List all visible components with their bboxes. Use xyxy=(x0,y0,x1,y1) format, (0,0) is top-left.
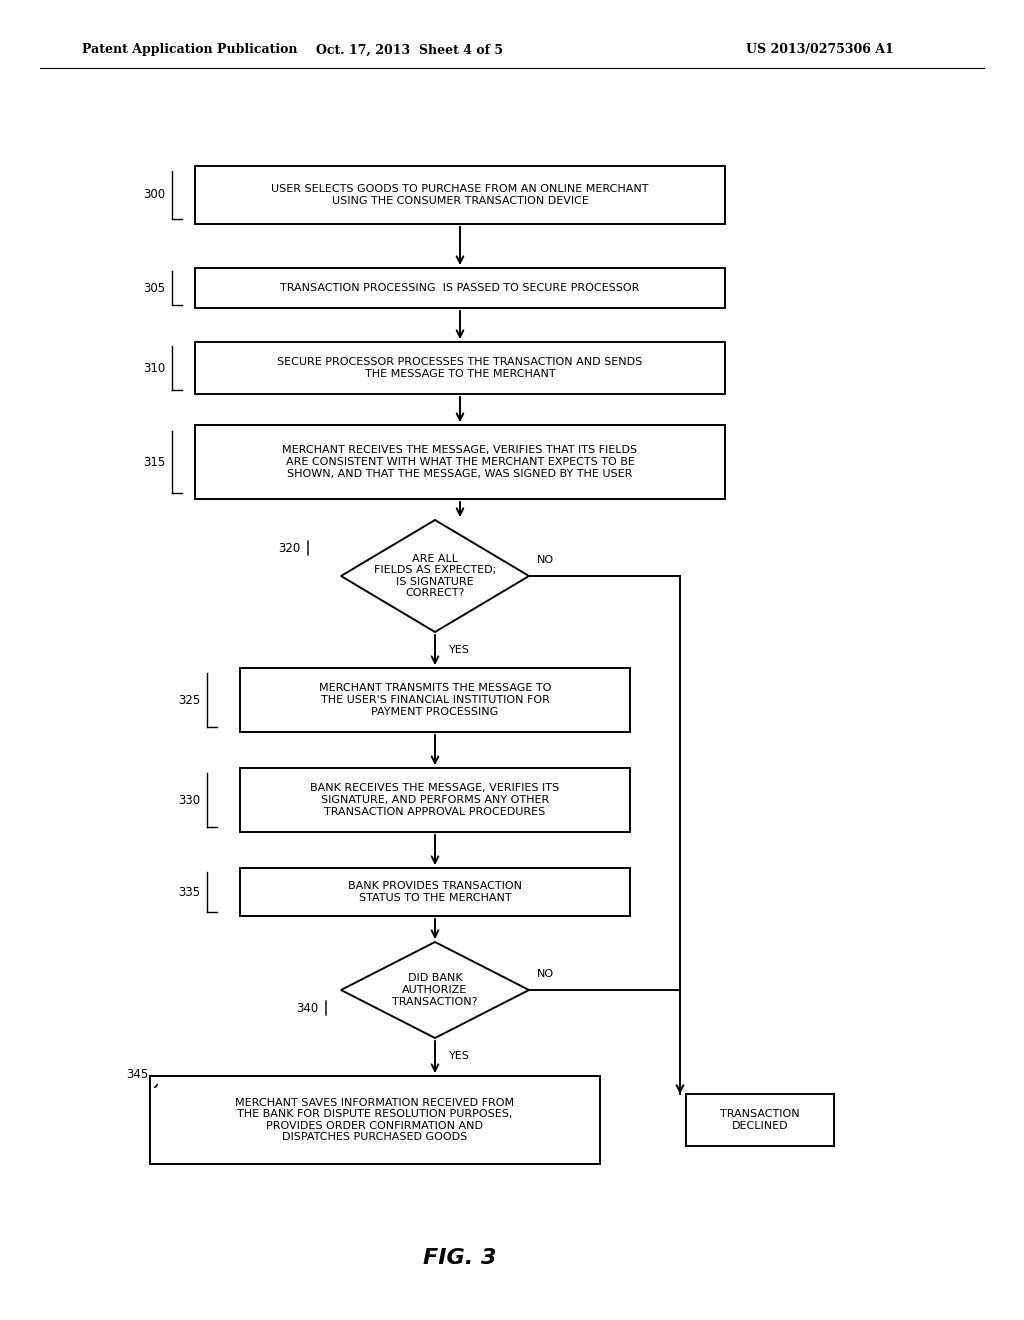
Text: USER SELECTS GOODS TO PURCHASE FROM AN ONLINE MERCHANT
USING THE CONSUMER TRANSA: USER SELECTS GOODS TO PURCHASE FROM AN O… xyxy=(271,185,649,206)
FancyBboxPatch shape xyxy=(195,268,725,308)
Text: SECURE PROCESSOR PROCESSES THE TRANSACTION AND SENDS
THE MESSAGE TO THE MERCHANT: SECURE PROCESSOR PROCESSES THE TRANSACTI… xyxy=(278,358,643,379)
Text: 330: 330 xyxy=(178,793,200,807)
Text: YES: YES xyxy=(449,1051,470,1061)
Text: MERCHANT RECEIVES THE MESSAGE, VERIFIES THAT ITS FIELDS
ARE CONSISTENT WITH WHAT: MERCHANT RECEIVES THE MESSAGE, VERIFIES … xyxy=(283,445,638,479)
Text: 340: 340 xyxy=(296,1002,318,1015)
Text: 345: 345 xyxy=(126,1068,148,1081)
Text: DID BANK
AUTHORIZE
TRANSACTION?: DID BANK AUTHORIZE TRANSACTION? xyxy=(392,973,478,1007)
Text: ARE ALL
FIELDS AS EXPECTED;
IS SIGNATURE
CORRECT?: ARE ALL FIELDS AS EXPECTED; IS SIGNATURE… xyxy=(374,553,496,598)
Text: 305: 305 xyxy=(143,281,165,294)
FancyBboxPatch shape xyxy=(195,425,725,499)
Text: FIG. 3: FIG. 3 xyxy=(423,1247,497,1269)
FancyBboxPatch shape xyxy=(195,166,725,224)
Text: 315: 315 xyxy=(142,455,165,469)
Text: 320: 320 xyxy=(278,541,300,554)
Text: BANK PROVIDES TRANSACTION
STATUS TO THE MERCHANT: BANK PROVIDES TRANSACTION STATUS TO THE … xyxy=(348,882,522,903)
FancyBboxPatch shape xyxy=(195,342,725,393)
Polygon shape xyxy=(341,520,529,632)
Text: US 2013/0275306 A1: US 2013/0275306 A1 xyxy=(746,44,894,57)
Text: TRANSACTION
DECLINED: TRANSACTION DECLINED xyxy=(720,1109,800,1131)
Polygon shape xyxy=(341,942,529,1038)
Text: 300: 300 xyxy=(143,189,165,202)
FancyBboxPatch shape xyxy=(150,1076,600,1164)
FancyBboxPatch shape xyxy=(240,668,630,733)
Text: YES: YES xyxy=(449,645,470,655)
Text: BANK RECEIVES THE MESSAGE, VERIFIES ITS
SIGNATURE, AND PERFORMS ANY OTHER
TRANSA: BANK RECEIVES THE MESSAGE, VERIFIES ITS … xyxy=(310,783,559,817)
Text: NO: NO xyxy=(537,969,554,979)
FancyBboxPatch shape xyxy=(686,1094,834,1146)
Text: MERCHANT SAVES INFORMATION RECEIVED FROM
THE BANK FOR DISPUTE RESOLUTION PURPOSE: MERCHANT SAVES INFORMATION RECEIVED FROM… xyxy=(236,1098,515,1142)
Text: 325: 325 xyxy=(178,693,200,706)
Text: MERCHANT TRANSMITS THE MESSAGE TO
THE USER'S FINANCIAL INSTITUTION FOR
PAYMENT P: MERCHANT TRANSMITS THE MESSAGE TO THE US… xyxy=(318,684,551,717)
FancyBboxPatch shape xyxy=(240,768,630,832)
Text: TRANSACTION PROCESSING  IS PASSED TO SECURE PROCESSOR: TRANSACTION PROCESSING IS PASSED TO SECU… xyxy=(281,282,640,293)
Text: NO: NO xyxy=(537,554,554,565)
Text: 335: 335 xyxy=(178,886,200,899)
FancyBboxPatch shape xyxy=(240,869,630,916)
Text: 310: 310 xyxy=(142,362,165,375)
Text: Patent Application Publication: Patent Application Publication xyxy=(82,44,298,57)
Text: Oct. 17, 2013  Sheet 4 of 5: Oct. 17, 2013 Sheet 4 of 5 xyxy=(316,44,504,57)
